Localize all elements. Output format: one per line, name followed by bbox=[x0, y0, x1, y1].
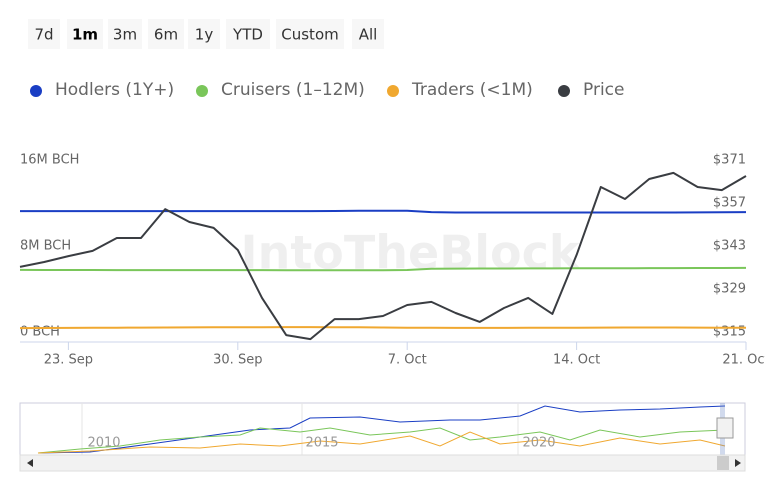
range-button[interactable] bbox=[352, 19, 384, 49]
range-button[interactable] bbox=[148, 19, 184, 49]
x-tick-label: 21. Oct bbox=[722, 353, 765, 368]
legend-label[interactable]: Cruisers (1–12M) bbox=[221, 80, 365, 100]
x-tick-label: 14. Oct bbox=[553, 353, 600, 368]
legend-label[interactable]: Price bbox=[583, 80, 624, 100]
range-button-label[interactable]: 6m bbox=[154, 26, 178, 44]
range-button[interactable] bbox=[276, 19, 344, 49]
navigator-frame bbox=[19, 402, 746, 456]
series-line bbox=[19, 266, 747, 272]
legend-marker[interactable] bbox=[558, 85, 570, 97]
y2-tick-label: $343 bbox=[713, 239, 746, 254]
x-tick-label: 7. Oct bbox=[388, 353, 427, 368]
navigator-label: 2015 bbox=[305, 436, 338, 451]
range-button-label[interactable]: 1m bbox=[72, 26, 98, 44]
legend-marker[interactable] bbox=[196, 85, 208, 97]
scrollbar[interactable] bbox=[19, 454, 746, 472]
range-button[interactable] bbox=[28, 19, 60, 49]
y2-tick-label: $371 bbox=[713, 153, 746, 168]
navigator-line bbox=[37, 431, 726, 454]
scroll-right[interactable] bbox=[735, 459, 741, 467]
legend-marker[interactable] bbox=[387, 85, 399, 97]
legend-label[interactable]: Hodlers (1Y+) bbox=[55, 80, 174, 100]
watermark: IntoTheBlock bbox=[240, 226, 580, 280]
range-button-label[interactable]: Custom bbox=[281, 26, 338, 44]
range-button-label[interactable]: 1y bbox=[195, 26, 214, 44]
y-tick-label: 8M BCH bbox=[20, 239, 71, 254]
x-tick-label: 30. Sep bbox=[213, 353, 262, 368]
y2-tick-label: $357 bbox=[713, 196, 746, 211]
series-line bbox=[20, 209, 747, 214]
range-button[interactable] bbox=[67, 19, 103, 49]
navigator-label: 2010 bbox=[87, 436, 120, 451]
range-button-label[interactable]: All bbox=[359, 26, 378, 44]
x-tick-label: 23. Sep bbox=[44, 353, 93, 368]
navigator-handle[interactable] bbox=[716, 417, 734, 439]
range-button-label[interactable]: 3m bbox=[113, 26, 137, 44]
legend-label[interactable]: Traders (<1M) bbox=[411, 80, 533, 100]
navigator-label: 2020 bbox=[522, 436, 555, 451]
range-button[interactable] bbox=[226, 19, 270, 49]
scroll-left[interactable] bbox=[27, 459, 33, 467]
navigator bbox=[19, 402, 746, 472]
navigator-line bbox=[37, 427, 726, 454]
y-tick-label: 16M BCH bbox=[20, 153, 79, 168]
legend-marker[interactable] bbox=[30, 85, 42, 97]
scroll-thumb[interactable] bbox=[717, 456, 729, 470]
series-line bbox=[19, 171, 747, 341]
navigator-line bbox=[37, 405, 726, 454]
y2-tick-label: $329 bbox=[713, 282, 746, 297]
range-button-label[interactable]: YTD bbox=[232, 26, 263, 44]
y-tick-label: 0 BCH bbox=[20, 325, 60, 340]
series-line bbox=[19, 326, 746, 330]
range-button-label[interactable]: 7d bbox=[34, 26, 53, 44]
range-button[interactable] bbox=[108, 19, 142, 49]
range-button[interactable] bbox=[188, 19, 220, 49]
